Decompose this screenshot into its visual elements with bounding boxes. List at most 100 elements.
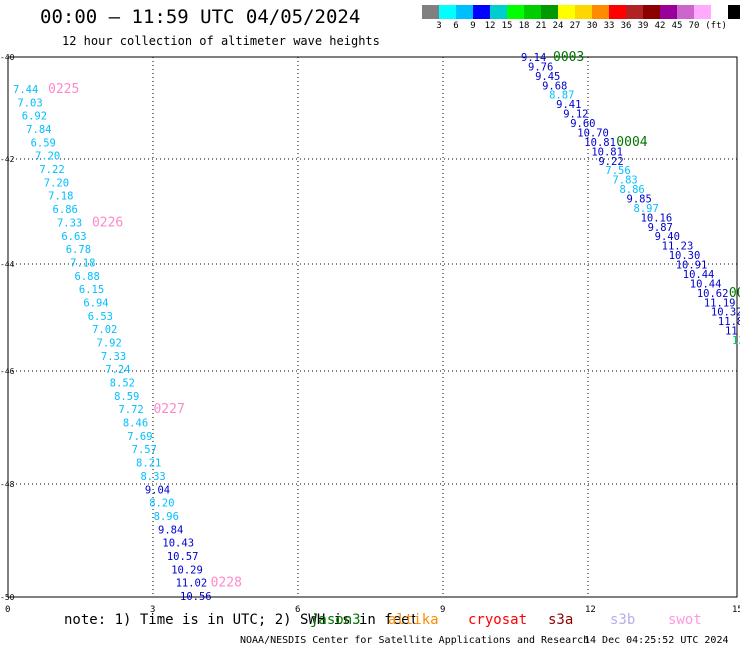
legend-swatch <box>609 5 626 19</box>
wave-height-value: 7.20 <box>35 151 60 163</box>
credit-text: NOAA/NESDIS Center for Satellite Applica… <box>240 635 590 646</box>
legend-swatch <box>456 5 473 19</box>
legend-swatch <box>422 5 439 19</box>
pass-time-label: 0226 <box>92 215 123 230</box>
generated-date: 14 Dec 04:25:52 UTC 2024 <box>584 635 729 646</box>
wave-height-value: 6.88 <box>75 271 100 283</box>
wave-height-value: 8.46 <box>123 418 148 430</box>
legend-swatch <box>575 5 592 19</box>
wave-height-value: 10.70 <box>577 127 609 139</box>
pass-time-label: 0227 <box>153 402 184 417</box>
wave-height-value: 8.96 <box>154 511 179 523</box>
wave-height-value: 6.53 <box>88 311 113 323</box>
wave-height-value: 10.81 <box>591 146 623 158</box>
x-tick-label: 15 <box>732 605 740 615</box>
page-subtitle: 12 hour collection of altimeter wave hei… <box>62 34 380 48</box>
wave-height-value: 8.52 <box>110 378 135 390</box>
y-tick-label: -42 <box>0 155 15 164</box>
legend-label: 33 <box>603 21 615 31</box>
wave-height-value: 8.59 <box>114 391 139 403</box>
wave-height-value: 6.78 <box>66 244 91 256</box>
legend-label: 45 <box>671 21 683 31</box>
wave-height-value: 10.91 <box>676 260 708 272</box>
wave-height-value: 10.29 <box>171 564 203 576</box>
legend-label: 6 <box>453 21 459 31</box>
wave-height-value: 9.84 <box>158 524 183 536</box>
wave-height-value: 10.16 <box>641 212 673 224</box>
y-tick-label: -46 <box>0 367 15 376</box>
legend-label: 15 <box>501 21 513 31</box>
wave-height-value: 9.76 <box>528 61 553 73</box>
legend-unit: (ft) <box>705 21 727 31</box>
legend-swatch <box>643 5 660 19</box>
wave-height-value: 6.63 <box>61 231 86 243</box>
legend-swatch <box>558 5 575 19</box>
wave-height-value: 6.15 <box>79 284 104 296</box>
wave-height-value: 9.04 <box>145 484 170 496</box>
legend-label: 3 <box>436 21 442 31</box>
legend-label: 21 <box>535 21 547 31</box>
legend-label: 9 <box>470 21 476 31</box>
wave-height-value: 7.02 <box>92 324 117 336</box>
x-tick-label: 0 <box>5 605 10 615</box>
legend-label: 70 <box>688 21 700 31</box>
legend-label: 18 <box>518 21 530 31</box>
footnote: note: 1) Time is in UTC; 2) SWH is in fe… <box>64 612 419 628</box>
color-legend: 3 6 9 12 15 18 21 24 27 30 33 36 39 42 45 70 (ft) <box>422 5 740 31</box>
legend-label: 39 <box>637 21 649 31</box>
wave-height-value: 7.56 <box>605 165 630 177</box>
pass-time-label: 000 <box>729 286 740 301</box>
legend-swatch <box>694 5 711 19</box>
legend-label: 36 <box>620 21 632 31</box>
satellite-swot: swot <box>668 612 702 628</box>
legend-swatch <box>728 5 740 19</box>
legend-swatch <box>541 5 558 19</box>
wave-height-value: 10.30 <box>669 250 701 262</box>
wave-height-value: 11.19 <box>704 297 736 309</box>
wave-height-value: 12 <box>732 335 740 347</box>
wave-height-value: 7.83 <box>612 175 637 187</box>
wave-height-value: 6.86 <box>53 204 78 216</box>
legend-swatch <box>524 5 541 19</box>
legend-swatch <box>711 5 728 19</box>
x-tick-label: 12 <box>585 605 596 615</box>
satellite-altika: altika <box>388 612 439 628</box>
wave-height-value: 7.18 <box>70 257 95 269</box>
legend-swatch <box>490 5 507 19</box>
legend-label: 42 <box>654 21 666 31</box>
wave-height-value: 9.85 <box>627 194 652 206</box>
wave-height-value: 11.23 <box>662 241 694 253</box>
wave-height-value: 7.22 <box>39 164 64 176</box>
wave-height-value: 10.44 <box>683 269 715 281</box>
pass-time-label: 0225 <box>48 82 79 97</box>
wave-height-value: 9.87 <box>648 222 673 234</box>
plot-frame <box>7 56 738 598</box>
y-tick-label: -50 <box>0 593 15 602</box>
wave-height-value: 7.18 <box>48 191 73 203</box>
wave-height-value: 7.84 <box>26 124 51 136</box>
wave-height-value: 8.21 <box>136 458 161 470</box>
legend-swatch <box>473 5 490 19</box>
wave-height-value: 8.87 <box>549 90 574 102</box>
wave-height-value: 7.44 <box>13 84 38 96</box>
wave-height-value: 9.14 <box>521 52 546 64</box>
x-tick-label: 3 <box>150 605 155 615</box>
legend-swatch <box>677 5 694 19</box>
legend-label: 30 <box>586 21 598 31</box>
pass-time-label: 0228 <box>211 576 242 591</box>
legend-label: 27 <box>569 21 581 31</box>
legend-label: 12 <box>484 21 496 31</box>
wave-height-value: 7.33 <box>57 217 82 229</box>
wave-height-value: 9.68 <box>542 80 567 92</box>
legend-label: 24 <box>552 21 564 31</box>
satellite-cryosat: cryosat <box>468 612 528 628</box>
wave-height-value: 10.81 <box>584 137 616 149</box>
legend-swatch <box>660 5 677 19</box>
legend-labels: 3 6 9 12 15 18 21 24 27 30 33 36 39 42 45 70 (ft) <box>422 19 740 31</box>
wave-height-value: 10.62 <box>697 288 729 300</box>
wave-height-value: 10.32 <box>711 307 740 319</box>
pass-time-label: 0003 <box>553 50 584 65</box>
wave-height-value: 8.33 <box>140 471 165 483</box>
legend-swatches <box>422 5 740 19</box>
legend-swatch <box>439 5 456 19</box>
